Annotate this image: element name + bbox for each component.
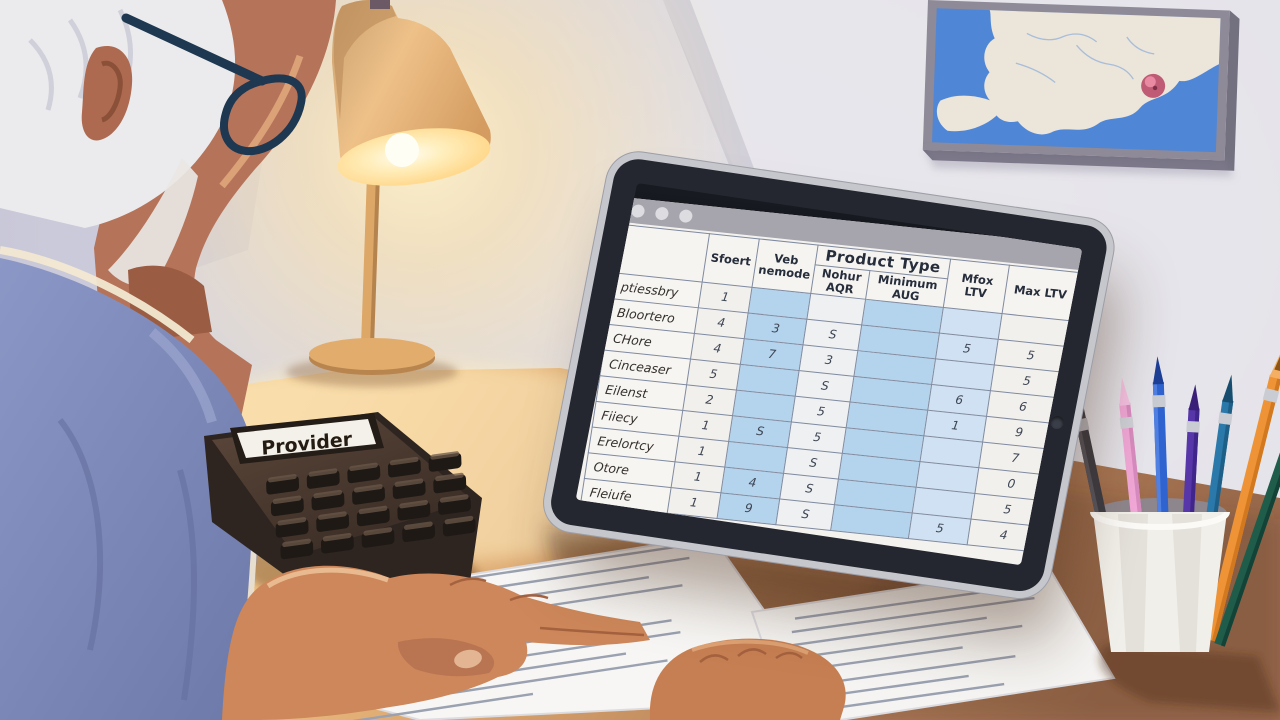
man-beard — [108, 158, 198, 288]
glasses — [121, 13, 306, 156]
map-peninsula — [936, 95, 1005, 132]
calculator: Provider — [204, 412, 482, 586]
map-land — [984, 10, 1221, 135]
col-header-max-ltv: Max LTV — [1002, 265, 1079, 321]
window-control-dot — [654, 206, 670, 221]
col-header-veb: Veb nemode — [752, 238, 819, 294]
calculator-keys — [266, 451, 476, 560]
tablet-device: Sfoert Veb nemode Product Type Mfox LTV … — [546, 156, 1111, 595]
tablet-camera-icon — [1049, 415, 1065, 431]
cell: 5 — [908, 512, 972, 545]
man-ear — [81, 45, 133, 141]
tablet-screen: Sfoert Veb nemode Product Type Mfox LTV … — [575, 183, 1083, 566]
col-header-sfoert: Sfoert — [702, 233, 760, 287]
right-hand — [649, 638, 846, 720]
cup-body — [1093, 512, 1227, 652]
wall-map — [922, 0, 1240, 177]
left-hand — [222, 565, 650, 720]
lamp-bulb — [385, 133, 419, 167]
pencil-orange — [1204, 348, 1280, 642]
desk-lamp — [286, 0, 491, 387]
man-figure — [0, 0, 336, 720]
cell: S — [776, 498, 835, 531]
window-control-dot — [678, 209, 694, 224]
col-header-mfox-ltv: Mfox LTV — [943, 259, 1010, 314]
cell: 1 — [667, 487, 722, 519]
product-comparison-table: Sfoert Veb nemode Product Type Mfox LTV … — [580, 224, 1079, 552]
window-control-dot — [630, 203, 646, 219]
spreadsheet-window: Sfoert Veb nemode Product Type Mfox LTV … — [575, 196, 1083, 566]
cell: 9 — [717, 492, 781, 525]
